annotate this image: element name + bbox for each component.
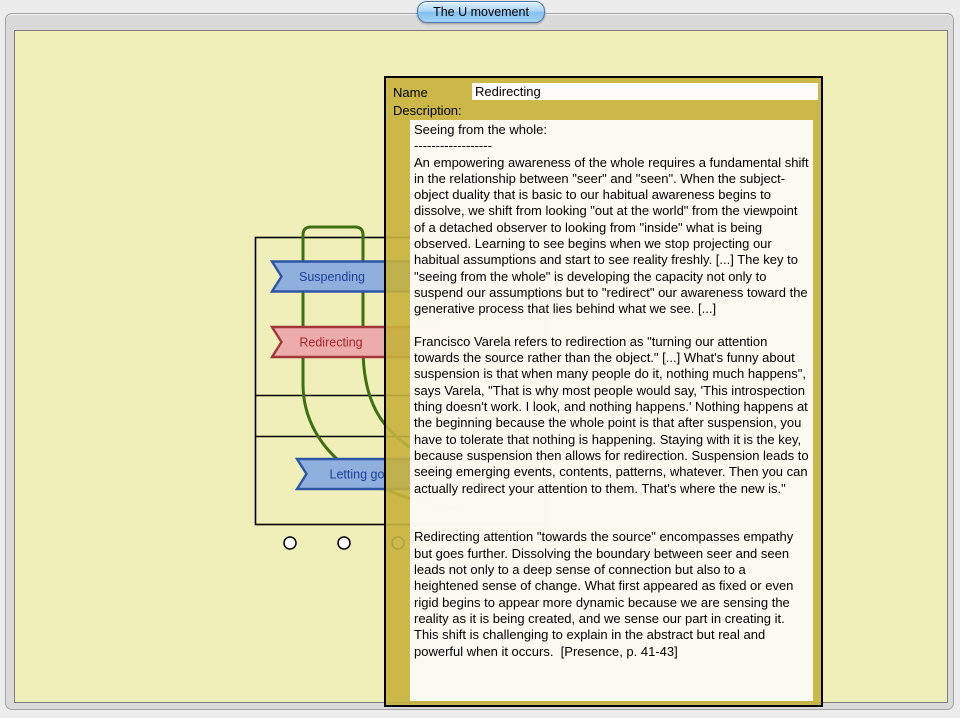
connector-circle[interactable] (337, 536, 351, 550)
connector-circle[interactable] (283, 536, 297, 550)
description-label: Description: (393, 103, 462, 118)
banner-suspending-label: Suspending (299, 270, 365, 284)
banner-redirecting-label: Redirecting (299, 336, 362, 350)
banner-letting-go-label: Letting go (330, 468, 385, 482)
description-textarea[interactable]: Seeing from the whole: -----------------… (410, 120, 813, 701)
name-input[interactable] (472, 83, 818, 100)
node-properties-dialog: Name Description: Seeing from the whole:… (384, 76, 823, 707)
name-label: Name (393, 85, 428, 100)
tab-the-u-movement[interactable]: The U movement (417, 1, 545, 23)
